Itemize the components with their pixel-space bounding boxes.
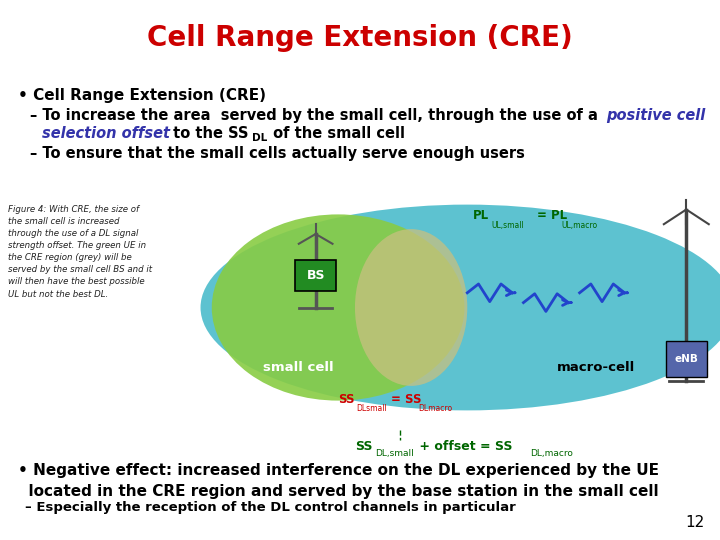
Text: small cell: small cell xyxy=(264,361,334,374)
Ellipse shape xyxy=(355,229,467,386)
Text: 12: 12 xyxy=(685,515,705,530)
Text: UL,small: UL,small xyxy=(492,221,524,230)
Text: • Cell Range Extension (CRE): • Cell Range Extension (CRE) xyxy=(18,88,266,103)
Text: DLsmall: DLsmall xyxy=(356,404,387,414)
Text: UL,macro: UL,macro xyxy=(562,221,598,230)
Text: DLmacro: DLmacro xyxy=(418,404,452,414)
FancyBboxPatch shape xyxy=(665,341,707,377)
Text: DL,macro: DL,macro xyxy=(530,449,573,458)
Text: – Especially the reception of the DL control channels in particular: – Especially the reception of the DL con… xyxy=(25,501,516,514)
Text: macro-cell: macro-cell xyxy=(557,361,636,374)
Ellipse shape xyxy=(200,205,720,410)
Text: = PL: = PL xyxy=(537,210,567,222)
Text: DL: DL xyxy=(252,133,267,143)
Text: + offset = SS: + offset = SS xyxy=(415,440,513,453)
Text: eNB: eNB xyxy=(675,354,698,364)
Text: selection offset: selection offset xyxy=(42,126,170,141)
Text: – To ensure that the small cells actually serve enough users: – To ensure that the small cells actuall… xyxy=(30,146,525,161)
Text: PL: PL xyxy=(473,210,489,222)
Text: Cell Range Extension (CRE): Cell Range Extension (CRE) xyxy=(147,24,573,52)
Text: – To increase the area  served by the small cell, through the use of a: – To increase the area served by the sma… xyxy=(30,108,603,123)
Text: BS: BS xyxy=(307,269,325,282)
Text: DL,small: DL,small xyxy=(375,449,414,458)
Text: to the SS: to the SS xyxy=(168,126,248,141)
Text: positive cell: positive cell xyxy=(606,108,706,123)
Text: SS: SS xyxy=(355,440,372,453)
Ellipse shape xyxy=(212,214,464,401)
Text: = SS: = SS xyxy=(392,393,422,406)
Text: of the small cell: of the small cell xyxy=(268,126,405,141)
Text: • Negative effect: increased interference on the DL experienced by the UE
  loca: • Negative effect: increased interferenc… xyxy=(18,463,659,499)
Text: SS: SS xyxy=(338,393,355,406)
Text: Figure 4: With CRE, the size of
the small cell is increased
through the use of a: Figure 4: With CRE, the size of the smal… xyxy=(8,205,152,299)
FancyBboxPatch shape xyxy=(295,260,336,292)
